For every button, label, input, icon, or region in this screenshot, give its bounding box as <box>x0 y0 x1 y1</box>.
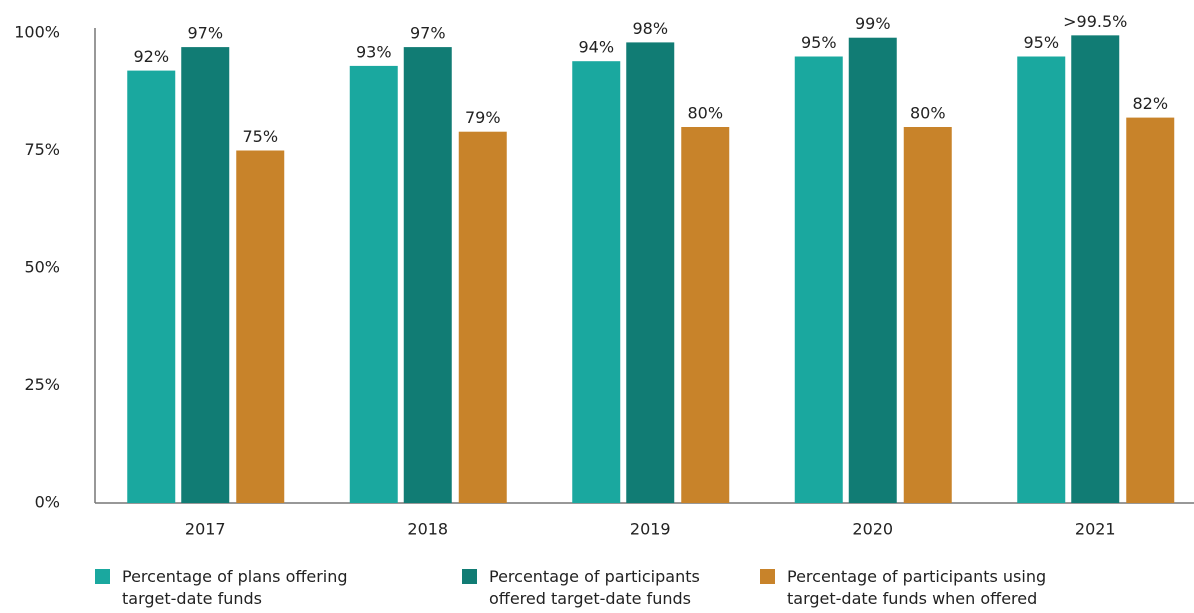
data-label: 92% <box>133 47 169 66</box>
data-label: 98% <box>632 19 668 38</box>
bar <box>1017 56 1066 503</box>
data-label: 75% <box>242 127 278 146</box>
bar <box>1126 117 1175 503</box>
data-label: 97% <box>410 24 446 43</box>
x-tick-label: 2021 <box>1075 520 1116 539</box>
bar <box>903 127 952 503</box>
x-tick-label: 2018 <box>407 520 448 539</box>
legend-item: Percentage of participants using target-… <box>760 566 1090 610</box>
data-label: 80% <box>687 104 723 123</box>
data-label: >99.5% <box>1063 12 1127 31</box>
bar <box>458 131 507 503</box>
bar <box>848 37 897 503</box>
y-tick-label: 0% <box>35 493 60 512</box>
bar <box>236 150 285 503</box>
legend-swatch <box>462 569 477 584</box>
data-label: 99% <box>855 14 891 33</box>
bar <box>403 47 452 503</box>
data-label: 80% <box>910 104 946 123</box>
x-tick-label: 2020 <box>852 520 893 539</box>
bar <box>1071 35 1120 503</box>
legend-swatch <box>760 569 775 584</box>
legend: Percentage of plans offering target-date… <box>95 566 1194 613</box>
data-label: 93% <box>356 42 392 61</box>
y-tick-label: 50% <box>24 258 60 277</box>
data-label: 95% <box>1023 33 1059 52</box>
legend-label: Percentage of plans offering target-date… <box>122 567 348 608</box>
data-label: 95% <box>801 33 837 52</box>
x-tick-label: 2017 <box>185 520 226 539</box>
x-tick-label: 2019 <box>630 520 671 539</box>
y-tick-label: 25% <box>24 375 60 394</box>
bar <box>127 70 176 503</box>
legend-swatch <box>95 569 110 584</box>
legend-item: Percentage of plans offering target-date… <box>95 566 385 610</box>
bar <box>181 47 230 503</box>
data-label: 97% <box>187 24 223 43</box>
legend-label: Percentage of participants using target-… <box>787 567 1047 608</box>
data-label: 82% <box>1132 94 1168 113</box>
chart: 0% 25% 50% 75% 100% 2017 92% 97% 75% 2018 93% 97% 79… <box>14 12 1194 539</box>
data-label: 79% <box>465 108 501 127</box>
data-label: 94% <box>578 38 614 57</box>
bar <box>681 127 730 503</box>
y-tick-label: 100% <box>14 23 60 42</box>
bar <box>572 61 621 503</box>
bar <box>626 42 675 504</box>
bar <box>349 65 398 504</box>
bar <box>794 56 843 503</box>
legend-item: Percentage of participants offered targe… <box>462 566 752 610</box>
legend-label: Percentage of participants offered targe… <box>489 567 700 608</box>
y-tick-label: 75% <box>24 140 60 159</box>
